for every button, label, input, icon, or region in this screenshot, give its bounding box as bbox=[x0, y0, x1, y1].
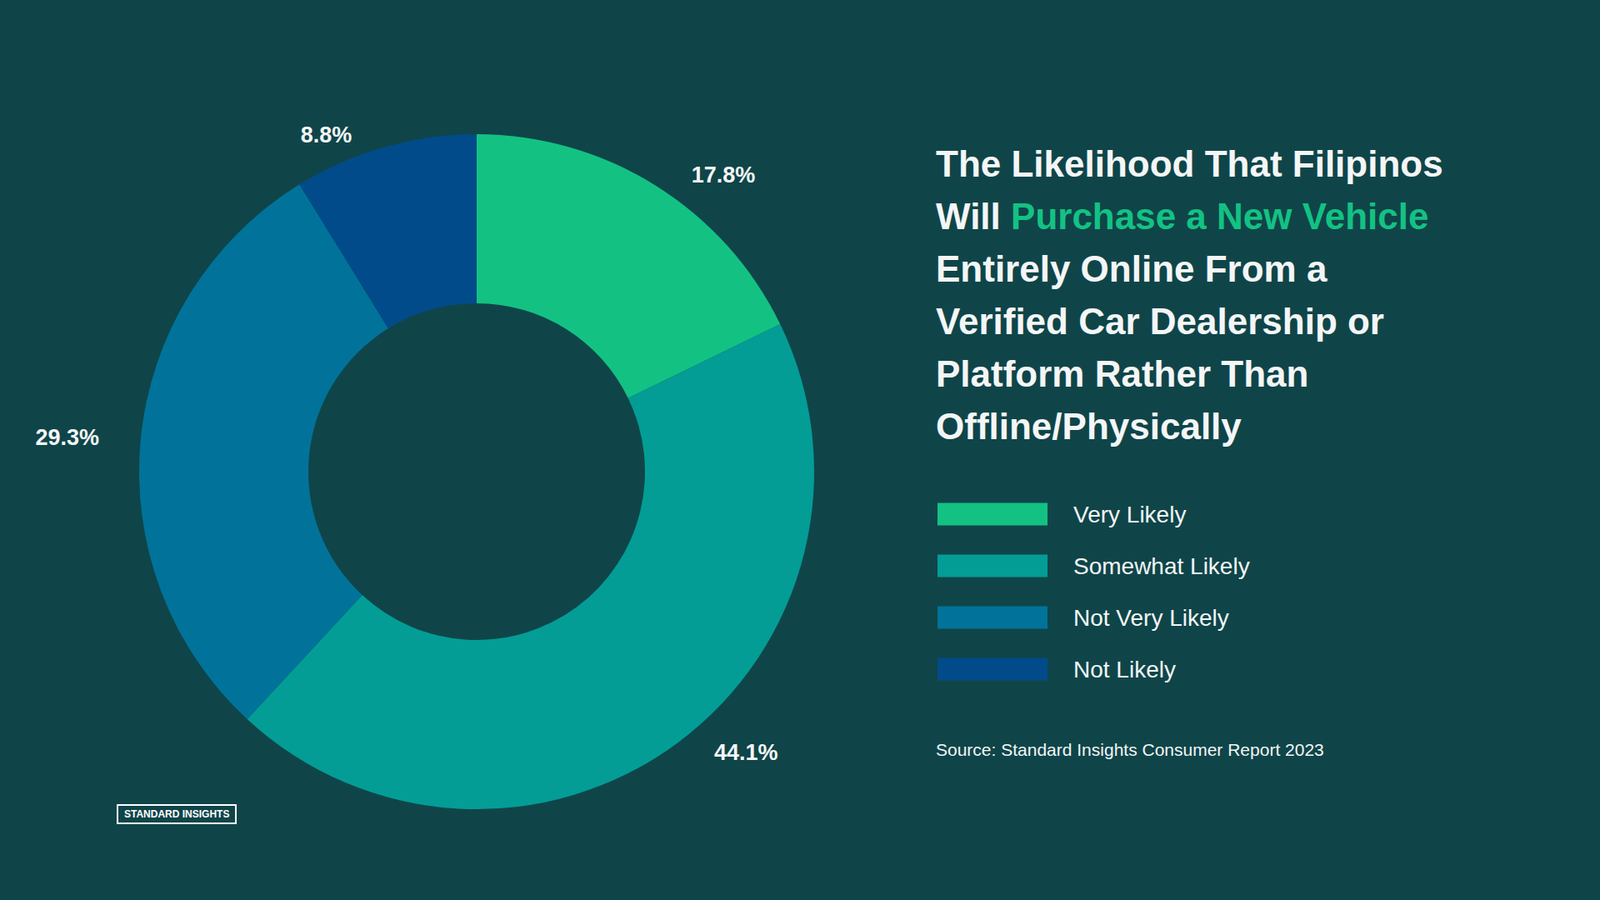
svg-text:17.8%: 17.8% bbox=[691, 162, 756, 188]
svg-text:29.3%: 29.3% bbox=[35, 425, 100, 450]
svg-text:Verified Car Dealership or: Verified Car Dealership or bbox=[935, 300, 1385, 342]
svg-text:Platform Rather Than: Platform Rather Than bbox=[935, 353, 1309, 395]
svg-text:Purchase a New Vehicle: Purchase a New Vehicle bbox=[1010, 195, 1429, 237]
svg-text:Entirely Online From a: Entirely Online From a bbox=[935, 248, 1328, 290]
svg-text:Not Likely: Not Likely bbox=[1073, 656, 1176, 683]
svg-text:Somewhat Likely: Somewhat Likely bbox=[1073, 553, 1250, 580]
svg-text:Source: Standard Insights Cons: Source: Standard Insights Consumer Repor… bbox=[935, 740, 1325, 760]
svg-text:Offline/Physically: Offline/Physically bbox=[935, 405, 1242, 447]
svg-text:Will: Will bbox=[935, 195, 1011, 237]
svg-text:STANDARD INSIGHTS: STANDARD INSIGHTS bbox=[124, 808, 230, 820]
svg-text:Very Likely: Very Likely bbox=[1073, 501, 1186, 528]
svg-text:Not Very Likely: Not Very Likely bbox=[1073, 605, 1230, 631]
svg-text:8.8%: 8.8% bbox=[300, 122, 353, 148]
svg-text:The Likelihood That Filipinos: The Likelihood That Filipinos bbox=[935, 143, 1444, 185]
svg-text:44.1%: 44.1% bbox=[714, 740, 779, 765]
